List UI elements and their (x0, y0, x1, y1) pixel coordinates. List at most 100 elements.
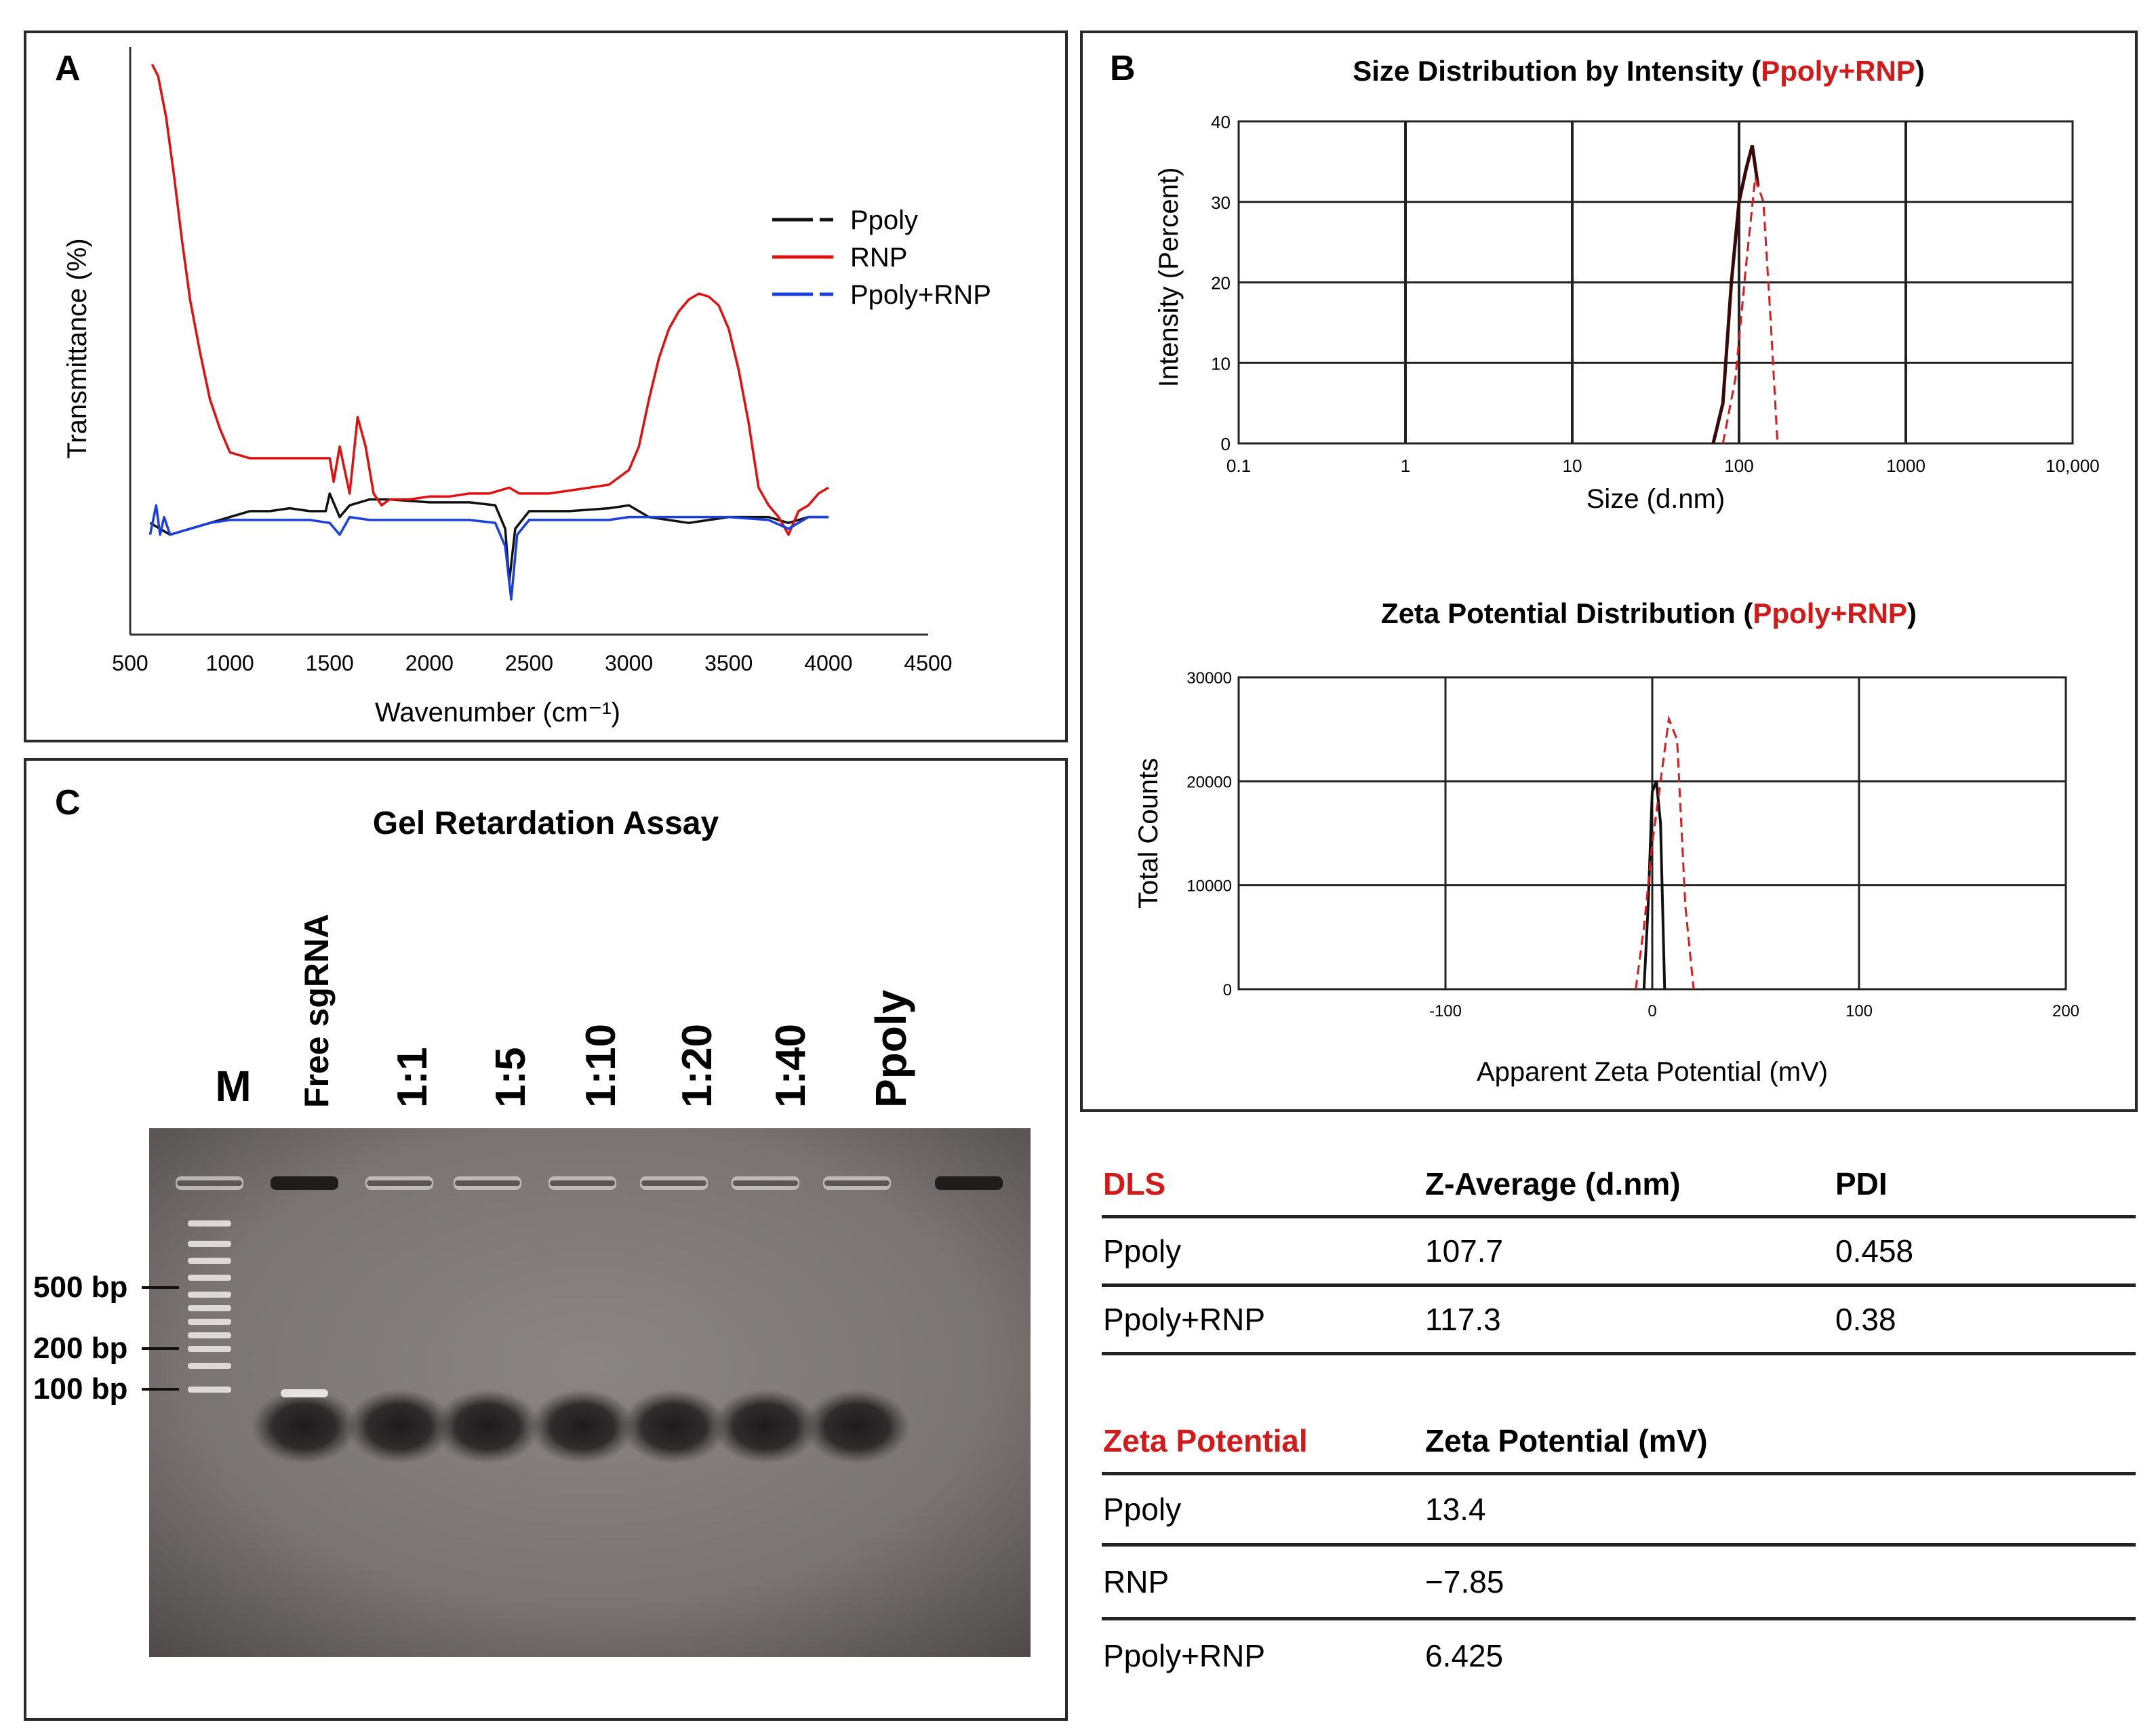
dls-chart: Size Distribution by Intensity (Ppoly+RN… (1154, 55, 2100, 514)
dls-xlabel: Size (d.nm) (1586, 484, 1725, 514)
panel-c-label: C (55, 783, 81, 822)
table-row: Ppoly 13.4 (1102, 1475, 2136, 1547)
dls-title: Size Distribution by Intensity (Ppoly+RN… (1353, 55, 1925, 87)
ladder-band (188, 1363, 231, 1369)
zeta-header-cell: Zeta Potential (1103, 1423, 1308, 1458)
zeta-mv-header-cell: Zeta Potential (mV) (1425, 1423, 1708, 1458)
bp-marker-label: 500 bp (33, 1271, 127, 1304)
lane-label: Ppoly (866, 989, 915, 1108)
dls-ytick-label: 20 (1211, 273, 1231, 294)
bp-marker-label: 200 bp (33, 1332, 127, 1365)
panel-a: A 500 1000 1500 2000 2500 3000 3500 4000 4500 Tr… (24, 31, 1068, 742)
lane-label: 1:10 (578, 1024, 624, 1108)
gel-image: 500 bp 200 bp 100 bp M Free sgRNA 1:1 1:5 1:10… (33, 914, 1031, 1657)
ladder-band (188, 1346, 231, 1352)
lane-label: 1:1 (389, 1047, 436, 1108)
ftir-legend-label: Ppoly (850, 205, 918, 235)
ladder-band (188, 1305, 231, 1311)
sample-cell: RNP (1103, 1564, 1170, 1599)
gel-well-shadow (177, 1180, 242, 1186)
zeta-xtick-label: -100 (1429, 1002, 1462, 1020)
zeta-cell: 6.425 (1425, 1638, 1504, 1673)
ftir-series-line-0 (149, 492, 829, 583)
gel-title: Gel Retardation Assay (372, 805, 719, 841)
ladder-band (188, 1258, 231, 1264)
zeta-xtick-label: 0 (1648, 1002, 1656, 1020)
panel-c: C Gel Retardation Assay 500 bp 200 bp 100 … (24, 758, 1068, 1721)
ftir-series-line-2 (148, 504, 829, 601)
pdi-cell: 0.38 (1835, 1302, 1896, 1337)
table-gap (1102, 1355, 2136, 1410)
zeta-ylabel: Total Counts (1134, 758, 1163, 909)
dls-xtick-label: 10 (1563, 456, 1582, 476)
table-row: Ppoly+RNP 6.425 (1102, 1620, 2136, 1691)
ladder-band (188, 1387, 231, 1393)
ladder-band (188, 1332, 231, 1338)
zeta-xtick-label: 200 (2052, 1002, 2079, 1020)
dls-ytick-label: 0 (1221, 434, 1231, 454)
zeta-title: Zeta Potential Distribution (Ppoly+RNP) (1381, 597, 1917, 629)
zavg-header-cell: Z-Average (d.nm) (1425, 1166, 1681, 1201)
dls-xtick-label: 0.1 (1226, 456, 1251, 476)
sample-cell: Ppoly (1103, 1492, 1182, 1527)
gel-band (621, 1389, 727, 1464)
dls-series-line-0 (1711, 144, 1760, 444)
gel-well (935, 1176, 1003, 1190)
bp-marker-label: 100 bp (33, 1372, 127, 1406)
gel-well-shadow (455, 1180, 520, 1186)
gel-band (435, 1389, 540, 1464)
lane-label-marker: M (215, 1062, 251, 1111)
dls-xtick-label: 100 (1724, 456, 1753, 476)
gel-band (804, 1389, 910, 1464)
dls-xtick-label: 10,000 (2045, 456, 2100, 476)
ftir-chart: 500 1000 1500 2000 2500 3000 3500 4000 4500 Tran… (62, 47, 991, 728)
zeta-xtick-label: 100 (1845, 1002, 1873, 1020)
gel-band (281, 1389, 328, 1397)
table-row: RNP −7.85 (1102, 1547, 2136, 1620)
ftir-xtick-label: 4500 (904, 651, 952, 675)
gel-well (271, 1176, 338, 1190)
lane-label: Free sgRNA (298, 914, 336, 1108)
gel-band (713, 1389, 818, 1464)
table-row: Ppoly+RNP 117.3 0.38 (1102, 1287, 2136, 1355)
zeta-chart: Zeta Potential Distribution (Ppoly+RNP) … (1134, 597, 2079, 1087)
zeta-table: Zeta Potential Zeta Potential (mV) Ppoly… (1102, 1410, 2136, 1691)
zeta-series-line-1 (1635, 715, 1695, 990)
ftir-xlabel: Wavenumber (cm⁻¹) (375, 698, 620, 728)
sample-cell: Ppoly+RNP (1103, 1302, 1266, 1337)
zeta-ytick-label: 0 (1223, 981, 1232, 999)
dls-ytick-label: 30 (1211, 193, 1231, 213)
dls-ylabel: Intensity (Percent) (1154, 167, 1184, 388)
zeta-cell: −7.85 (1425, 1564, 1504, 1599)
results-table: DLS Z-Average (d.nm) PDI Ppoly 107.7 0.4… (1102, 1153, 2136, 1691)
dls-series-line-1 (1721, 177, 1779, 444)
ftir-xtick-label: 1500 (306, 651, 354, 675)
table-row: Ppoly 107.7 0.458 (1102, 1218, 2136, 1287)
panel-a-label: A (55, 49, 81, 88)
ftir-xtick-label: 1000 (206, 651, 254, 675)
ftir-xtick-label: 2500 (505, 651, 553, 675)
gel-well-shadow (641, 1180, 706, 1186)
dls-header-cell: DLS (1103, 1166, 1165, 1201)
sample-cell: Ppoly (1103, 1233, 1182, 1269)
dls-xtick-label: 1 (1401, 456, 1410, 476)
ftir-legend-label: Ppoly+RNP (850, 280, 991, 310)
gel-well-shadow (367, 1180, 432, 1186)
ladder-band (188, 1292, 231, 1298)
ftir-xtick-label: 3500 (704, 651, 753, 675)
ftir-xtick-label: 2000 (405, 651, 454, 675)
zeta-table-header: Zeta Potential Zeta Potential (mV) (1102, 1410, 2136, 1475)
zeta-ytick-label: 10000 (1186, 877, 1232, 896)
ftir-xtick-label: 3000 (605, 651, 653, 675)
zeta-ytick-label: 30000 (1186, 669, 1232, 688)
sample-cell: Ppoly+RNP (1103, 1638, 1266, 1673)
gel-band (346, 1389, 452, 1464)
zeta-ytick-label: 20000 (1186, 773, 1232, 791)
zeta-xlabel: Apparent Zeta Potential (mV) (1477, 1057, 1828, 1087)
dls-table-header: DLS Z-Average (d.nm) PDI (1102, 1153, 2136, 1218)
ftir-series-line-1 (151, 64, 829, 536)
ladder-band (188, 1220, 231, 1227)
gel-well-shadow (824, 1180, 890, 1186)
ftir-xtick-label: 4000 (804, 651, 852, 675)
lane-label: 1:5 (487, 1047, 534, 1108)
